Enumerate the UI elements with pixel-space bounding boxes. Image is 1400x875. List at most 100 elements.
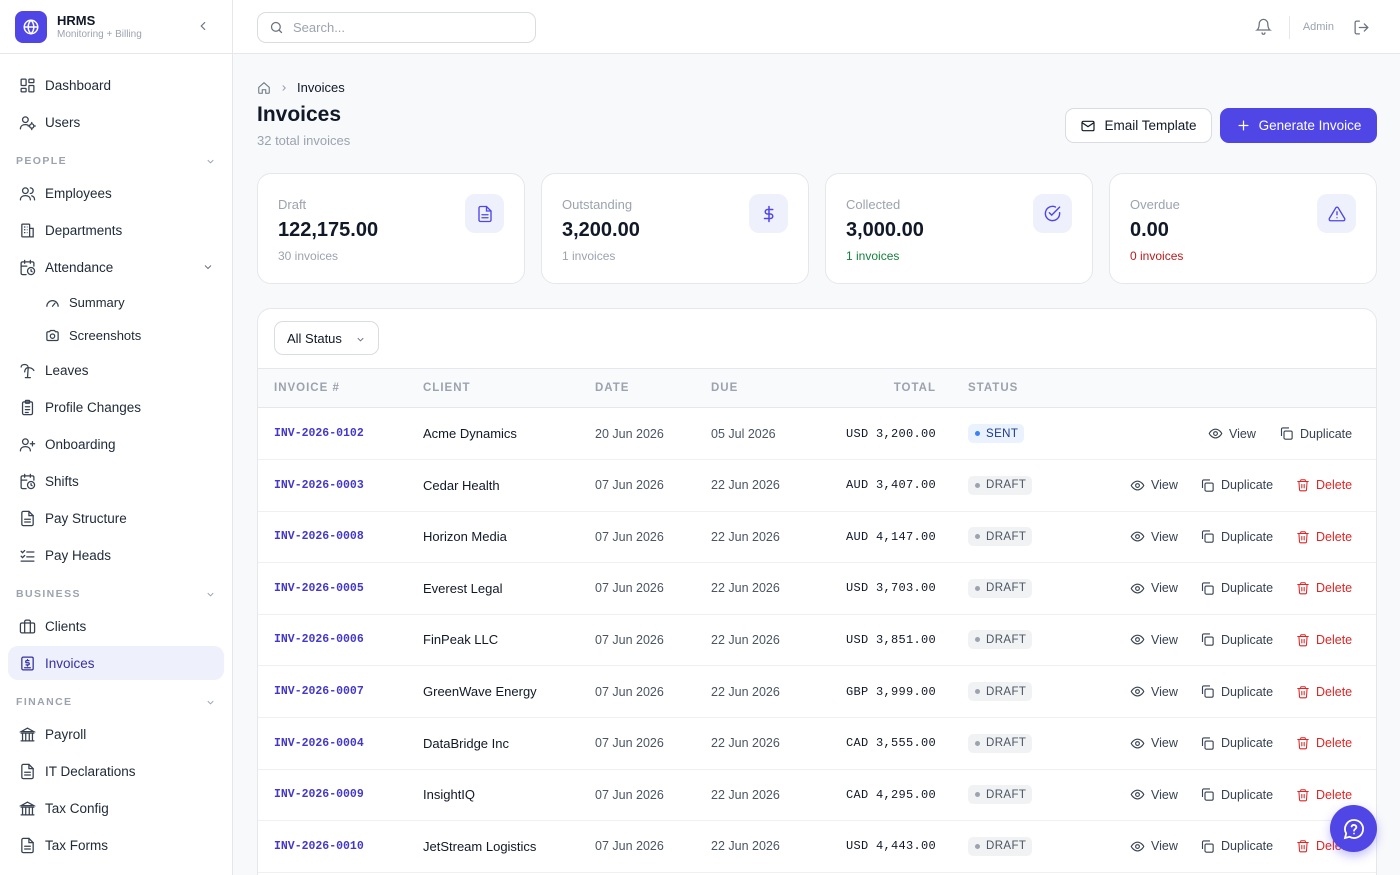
invoice-number-link[interactable]: INV-2026-0009: [274, 788, 364, 802]
duplicate-button[interactable]: Duplicate: [1200, 666, 1273, 717]
sidebar-item-dashboard[interactable]: Dashboard: [8, 68, 224, 102]
collapse-sidebar-button[interactable]: [196, 19, 210, 33]
view-button[interactable]: View: [1130, 563, 1178, 614]
invoice-number-link[interactable]: INV-2026-0004: [274, 736, 364, 750]
duplicate-button[interactable]: Duplicate: [1279, 408, 1352, 459]
action-label: View: [1151, 581, 1178, 596]
copy-icon: [1201, 788, 1214, 801]
sidebar-item-screenshots[interactable]: Screenshots: [34, 318, 224, 352]
sidebar-item-attendance[interactable]: Attendance: [8, 250, 224, 284]
sidebar-item-summary[interactable]: Summary: [34, 285, 224, 319]
action-label: Duplicate: [1221, 787, 1274, 802]
invoice-total: AUD 3,407.00: [845, 478, 936, 493]
invoice-number-link[interactable]: INV-2026-0007: [274, 685, 364, 698]
brand-subtitle: Monitoring + Billing: [57, 28, 142, 40]
duplicate-button[interactable]: Duplicate: [1200, 511, 1273, 562]
action-label: Duplicate: [1221, 632, 1274, 647]
status-dot: [975, 637, 980, 643]
invoice-number-link[interactable]: INV-2026-0010: [274, 839, 364, 853]
duplicate-button[interactable]: Duplicate: [1200, 614, 1273, 665]
due-date: 22 Jun 2026: [711, 684, 780, 699]
sidebar-item-label: Pay Heads: [45, 547, 112, 563]
section-finance[interactable]: FINANCE: [16, 696, 216, 708]
sidebar-item-employees[interactable]: Employees: [8, 176, 224, 210]
due-date: 22 Jun 2026: [711, 736, 780, 751]
sidebar-item-it-declarations[interactable]: IT Declarations: [8, 754, 224, 788]
duplicate-button[interactable]: Duplicate: [1200, 718, 1273, 769]
view-button[interactable]: View: [1130, 821, 1178, 872]
clipboard-icon: [18, 398, 36, 416]
action-label: View: [1151, 684, 1178, 699]
sidebar-item-onboarding[interactable]: Onboarding: [8, 427, 224, 461]
sidebar-item-profile-changes[interactable]: Profile Changes: [8, 390, 224, 424]
table-row: INV-2026-0008 Horizon Media 07 Jun 2026 22 …: [258, 511, 1376, 564]
eye-icon: [1130, 841, 1145, 852]
client-name: Acme Dynamics: [423, 426, 517, 441]
search-box[interactable]: [257, 12, 536, 43]
home-icon[interactable]: [257, 81, 271, 95]
check-circle-icon: [1033, 194, 1072, 233]
help-button[interactable]: [1330, 805, 1377, 852]
eye-icon: [1208, 428, 1223, 439]
users-icon: [18, 113, 36, 131]
stat-card-collected: Collected 3,000.00 1 invoices: [825, 173, 1093, 284]
duplicate-button[interactable]: Duplicate: [1200, 821, 1273, 872]
view-button[interactable]: View: [1130, 460, 1178, 511]
view-button[interactable]: View: [1130, 614, 1178, 665]
sidebar-item-leaves[interactable]: Leaves: [8, 353, 224, 387]
table-row: INV-2026-0102 Acme Dynamics 20 Jun 2026 05 …: [258, 408, 1376, 460]
delete-button[interactable]: Delete: [1296, 511, 1352, 562]
generate-invoice-button[interactable]: Generate Invoice: [1220, 108, 1377, 143]
delete-button[interactable]: Delete: [1296, 718, 1352, 769]
notifications-button[interactable]: [1255, 18, 1272, 35]
due-date: 22 Jun 2026: [711, 529, 780, 544]
sidebar-item-clients[interactable]: Clients: [8, 609, 224, 643]
button-label: Email Template: [1104, 118, 1197, 133]
trash-icon: [1297, 582, 1309, 595]
section-people[interactable]: PEOPLE: [16, 155, 216, 167]
invoice-total: GBP 3,999.00: [845, 684, 936, 699]
duplicate-button[interactable]: Duplicate: [1200, 460, 1273, 511]
sidebar-item-tax-forms[interactable]: Tax Forms: [8, 828, 224, 862]
section-business[interactable]: BUSINESS: [16, 588, 216, 600]
sidebar-item-tax-config[interactable]: Tax Config: [8, 791, 224, 825]
status-label: DRAFT: [986, 685, 1027, 698]
briefcase-icon: [18, 617, 36, 635]
sidebar-item-payroll[interactable]: Payroll: [8, 717, 224, 751]
duplicate-button[interactable]: Duplicate: [1200, 769, 1273, 820]
email-template-button[interactable]: Email Template: [1065, 108, 1212, 143]
sidebar-item-pay-structure[interactable]: Pay Structure: [8, 501, 224, 535]
stat-value: 3,200.00: [562, 219, 640, 241]
logout-button[interactable]: [1353, 19, 1370, 36]
delete-button[interactable]: Delete: [1296, 563, 1352, 614]
view-button[interactable]: View: [1130, 769, 1178, 820]
view-button[interactable]: View: [1130, 718, 1178, 769]
delete-button[interactable]: Delete: [1296, 614, 1352, 665]
delete-button[interactable]: Delete: [1296, 460, 1352, 511]
action-label: View: [1151, 787, 1178, 802]
invoice-date: 07 Jun 2026: [595, 529, 664, 544]
delete-button[interactable]: Delete: [1296, 769, 1352, 820]
invoice-number-link[interactable]: INV-2026-0006: [274, 633, 364, 647]
invoice-number-link[interactable]: INV-2026-0008: [274, 530, 364, 544]
invoice-number-link[interactable]: INV-2026-0005: [274, 581, 364, 595]
sidebar-item-invoices[interactable]: Invoices: [8, 646, 224, 680]
view-button[interactable]: View: [1130, 666, 1178, 717]
status-filter-select[interactable]: All Status: [274, 321, 379, 355]
sidebar-item-shifts[interactable]: Shifts: [8, 464, 224, 498]
page-title: Invoices: [257, 103, 342, 126]
sidebar-item-pay-heads[interactable]: Pay Heads: [8, 538, 224, 572]
sidebar-item-users[interactable]: Users: [8, 105, 224, 139]
calendar-clock-icon: [18, 472, 36, 490]
view-button[interactable]: View: [1208, 408, 1256, 459]
stat-card-draft: Draft 122,175.00 30 invoices: [257, 173, 525, 284]
status-badge: DRAFT: [968, 666, 1033, 717]
invoice-number-link[interactable]: INV-2026-0102: [274, 427, 364, 440]
view-button[interactable]: View: [1130, 511, 1178, 562]
duplicate-button[interactable]: Duplicate: [1200, 563, 1273, 614]
delete-button[interactable]: Delete: [1296, 666, 1352, 717]
sidebar-item-departments[interactable]: Departments: [8, 213, 224, 247]
invoice-number-link[interactable]: INV-2026-0003: [274, 478, 364, 492]
invoice-date: 07 Jun 2026: [595, 839, 664, 854]
search-input[interactable]: [293, 20, 513, 35]
